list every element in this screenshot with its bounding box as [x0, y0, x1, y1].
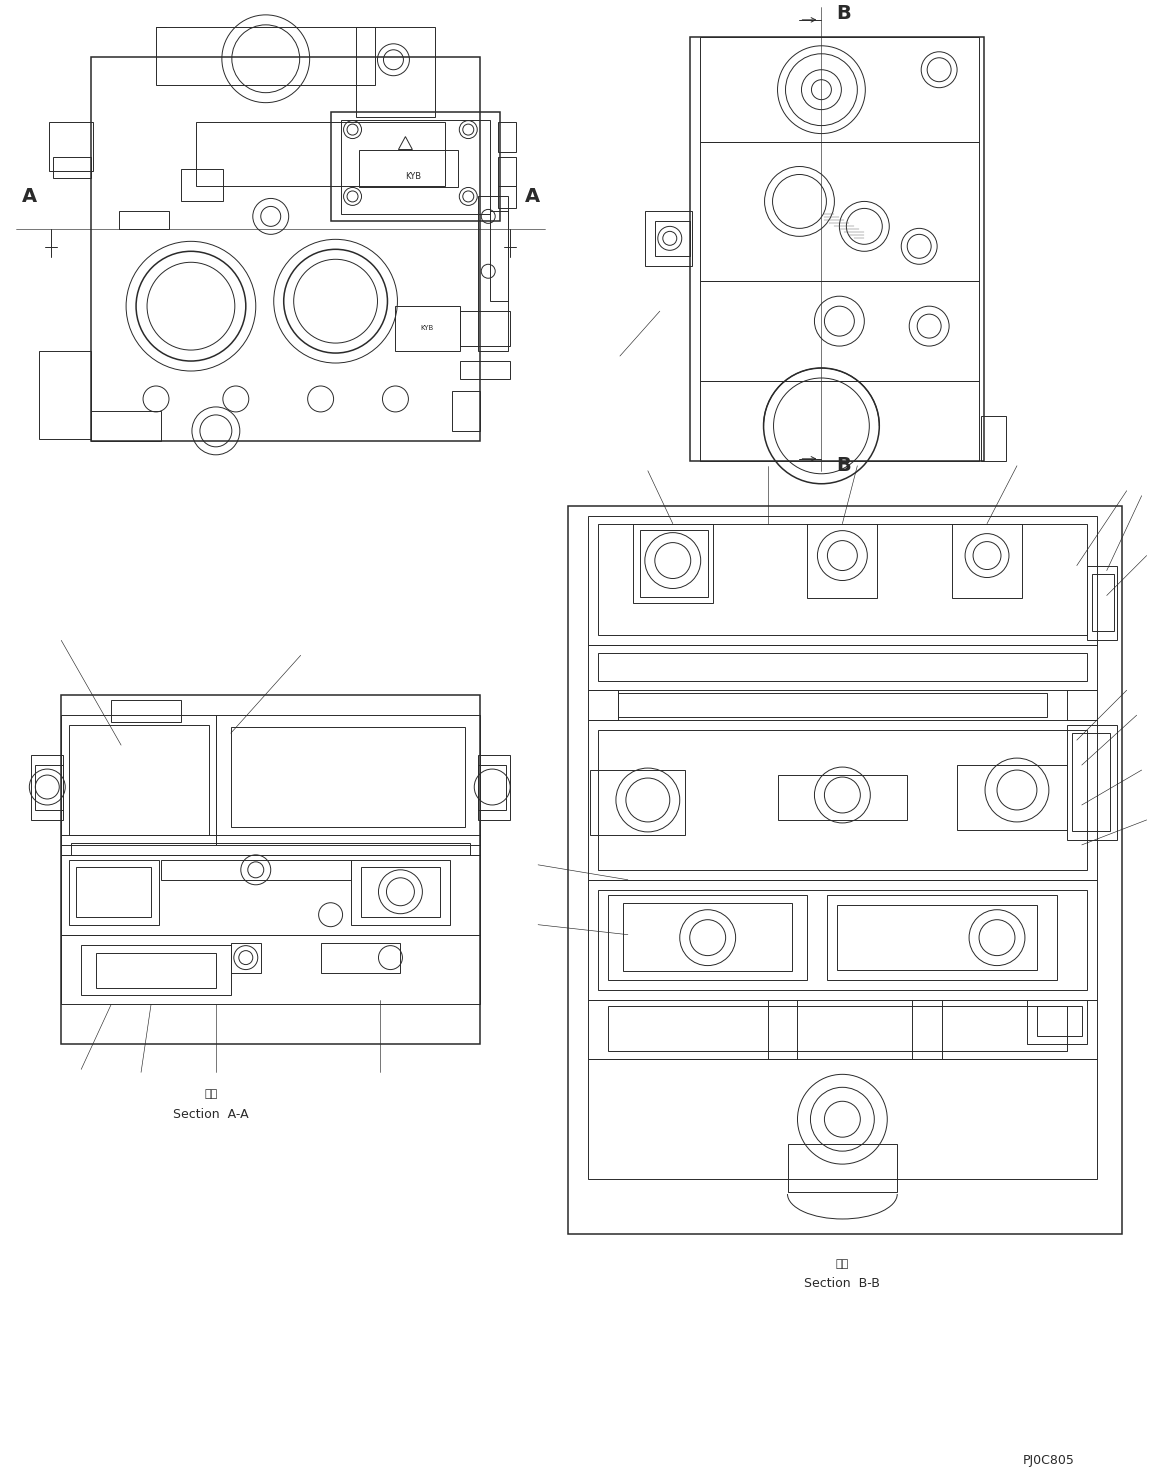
Bar — [49, 121, 93, 172]
Bar — [700, 142, 979, 281]
Bar — [53, 157, 91, 179]
Bar — [952, 524, 1022, 598]
Bar — [341, 120, 491, 215]
Bar — [350, 860, 450, 924]
Bar — [608, 1007, 1066, 1052]
Bar — [230, 942, 261, 973]
Bar — [807, 524, 877, 598]
Bar — [568, 505, 1121, 1234]
Bar — [70, 860, 159, 924]
Bar — [62, 695, 480, 1044]
Bar — [778, 775, 907, 820]
Bar — [1027, 1000, 1086, 1044]
Bar — [598, 890, 1086, 989]
Bar — [608, 895, 807, 979]
Bar — [633, 524, 713, 603]
Text: B: B — [836, 4, 851, 24]
Bar — [160, 860, 350, 880]
Bar — [588, 880, 1097, 1000]
Bar — [590, 770, 685, 835]
Bar — [491, 212, 508, 301]
Bar — [358, 150, 458, 188]
Bar — [655, 221, 690, 256]
Bar — [91, 410, 160, 441]
Bar — [70, 726, 209, 835]
Text: 断面: 断面 — [205, 1090, 217, 1099]
Bar — [230, 727, 465, 826]
Bar — [588, 720, 1097, 880]
Bar — [478, 197, 508, 351]
Bar — [588, 646, 1097, 690]
Bar — [1066, 726, 1116, 840]
Bar — [640, 530, 708, 597]
Bar — [35, 766, 63, 810]
Bar — [356, 27, 435, 117]
Bar — [77, 866, 151, 917]
Bar — [452, 391, 480, 431]
Bar — [623, 903, 792, 970]
Bar — [195, 121, 445, 187]
Bar — [1072, 733, 1110, 831]
Text: KYB: KYB — [406, 172, 421, 181]
Bar — [588, 515, 1097, 646]
Bar — [97, 952, 216, 988]
Bar — [321, 942, 400, 973]
Bar — [1037, 1007, 1082, 1037]
Bar — [330, 111, 500, 221]
Bar — [1086, 566, 1116, 640]
Bar — [498, 121, 516, 151]
Bar — [700, 381, 979, 461]
Bar — [598, 730, 1086, 869]
Bar — [700, 37, 979, 142]
Bar — [62, 715, 216, 844]
Text: A: A — [525, 187, 540, 206]
Bar — [71, 843, 470, 855]
Bar — [1066, 690, 1097, 720]
Bar — [112, 701, 181, 723]
Bar — [461, 311, 511, 347]
Bar — [31, 755, 63, 820]
Bar — [62, 935, 480, 1004]
Bar — [690, 37, 984, 461]
Bar — [62, 835, 480, 855]
Bar — [361, 866, 441, 917]
Bar — [478, 766, 506, 810]
Text: B: B — [836, 456, 851, 475]
Bar — [700, 281, 979, 381]
Text: PJ0C805: PJ0C805 — [1023, 1454, 1075, 1466]
Bar — [618, 693, 1047, 717]
Bar — [119, 212, 169, 230]
Bar — [644, 212, 692, 267]
Bar — [827, 895, 1057, 979]
Bar — [768, 1000, 798, 1059]
Bar — [957, 766, 1066, 829]
Bar — [62, 855, 480, 935]
Text: KYB: KYB — [421, 326, 434, 332]
Bar — [982, 416, 1006, 461]
Bar — [216, 715, 480, 844]
Bar — [1092, 573, 1114, 631]
Bar — [588, 1000, 1097, 1059]
Bar — [498, 187, 516, 209]
Bar — [588, 690, 618, 720]
Text: 断面: 断面 — [836, 1259, 849, 1269]
Bar — [91, 56, 480, 441]
Bar — [40, 351, 91, 438]
Text: Section  B-B: Section B-B — [805, 1277, 880, 1290]
Bar — [598, 653, 1086, 681]
Bar — [588, 1059, 1097, 1179]
Bar — [837, 905, 1037, 970]
Bar — [912, 1000, 942, 1059]
Bar — [461, 361, 511, 379]
Bar — [598, 524, 1086, 635]
Bar — [395, 307, 461, 351]
Bar — [787, 1145, 897, 1192]
Bar — [498, 157, 516, 187]
Text: Section  A-A: Section A-A — [173, 1108, 249, 1121]
Bar — [181, 169, 223, 201]
Text: A: A — [22, 187, 37, 206]
Bar — [478, 755, 511, 820]
Bar — [81, 945, 230, 995]
Bar — [156, 27, 376, 84]
